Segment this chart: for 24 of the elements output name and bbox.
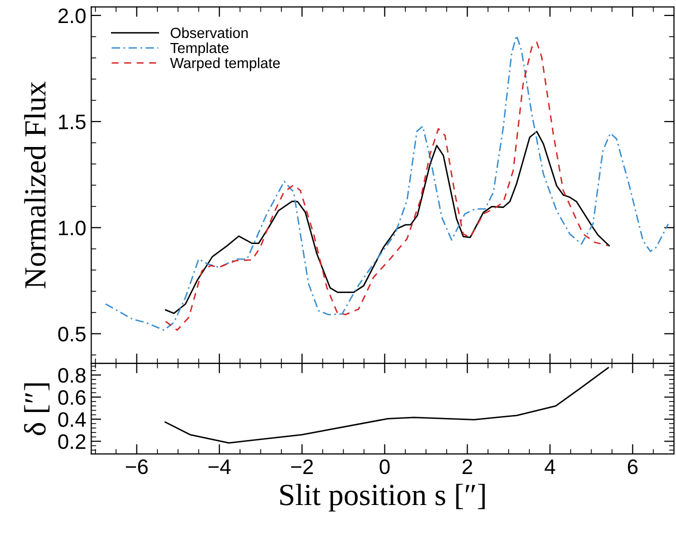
line-series — [164, 41, 609, 331]
y-tick-label: 0.6 — [58, 390, 86, 405]
x-tick-label: −2 — [291, 459, 313, 474]
x-tick-label: 6 — [628, 459, 638, 474]
line-series — [164, 130, 610, 314]
line-series — [164, 367, 609, 444]
x-tick-label: 0 — [380, 459, 390, 474]
legend-label: Template — [170, 42, 229, 56]
y-tick-label: 1.5 — [59, 114, 86, 130]
legend-label: Observation — [170, 27, 248, 38]
y-axis-title: Normalized Flux — [24, 82, 46, 288]
legend-label: Warped template — [170, 57, 280, 72]
x-axis-title: Slit position s [″] — [280, 484, 485, 512]
y-tick-label: 2.0 — [58, 8, 86, 24]
y-tick-label: 0.4 — [58, 412, 86, 427]
y-axis-title: δ [″] — [24, 383, 50, 436]
y-tick-label: 0.8 — [58, 368, 86, 383]
x-tick-label: −4 — [208, 460, 231, 474]
y-tick-label: 0.2 — [58, 434, 86, 450]
y-tick-label: 0.5 — [58, 326, 86, 342]
x-tick-label: 2 — [462, 459, 472, 474]
x-tick-label: −6 — [126, 459, 148, 474]
x-tick-label: 4 — [544, 460, 556, 474]
y-tick-label: 1.0 — [59, 220, 86, 236]
